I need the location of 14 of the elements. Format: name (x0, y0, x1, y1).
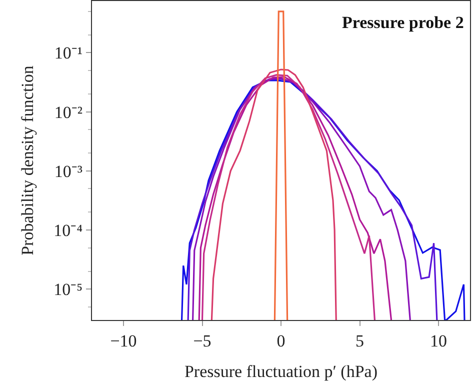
x-tick-label: 5 (356, 332, 364, 350)
y-tick-label: 10⁻¹ (54, 44, 82, 63)
x-tick-label: 10 (430, 332, 447, 350)
x-axis-title: Pressure fluctuation p′ (hPa) (184, 362, 378, 381)
x-tick-label: −5 (193, 332, 212, 350)
x-tick-label: 0 (276, 332, 286, 350)
y-tick-label: 10⁻² (54, 102, 82, 122)
line-series (210, 68, 337, 320)
text: Pressure probe 2 (342, 13, 464, 32)
y-tick-label: 10⁻⁵ (54, 280, 83, 300)
y-axis-title: Probability density function (18, 65, 38, 256)
x-tick-label: −10 (110, 332, 137, 350)
y-tick-label: 10⁻³ (54, 162, 82, 181)
y-tick-label: 10⁻⁴ (54, 220, 83, 240)
